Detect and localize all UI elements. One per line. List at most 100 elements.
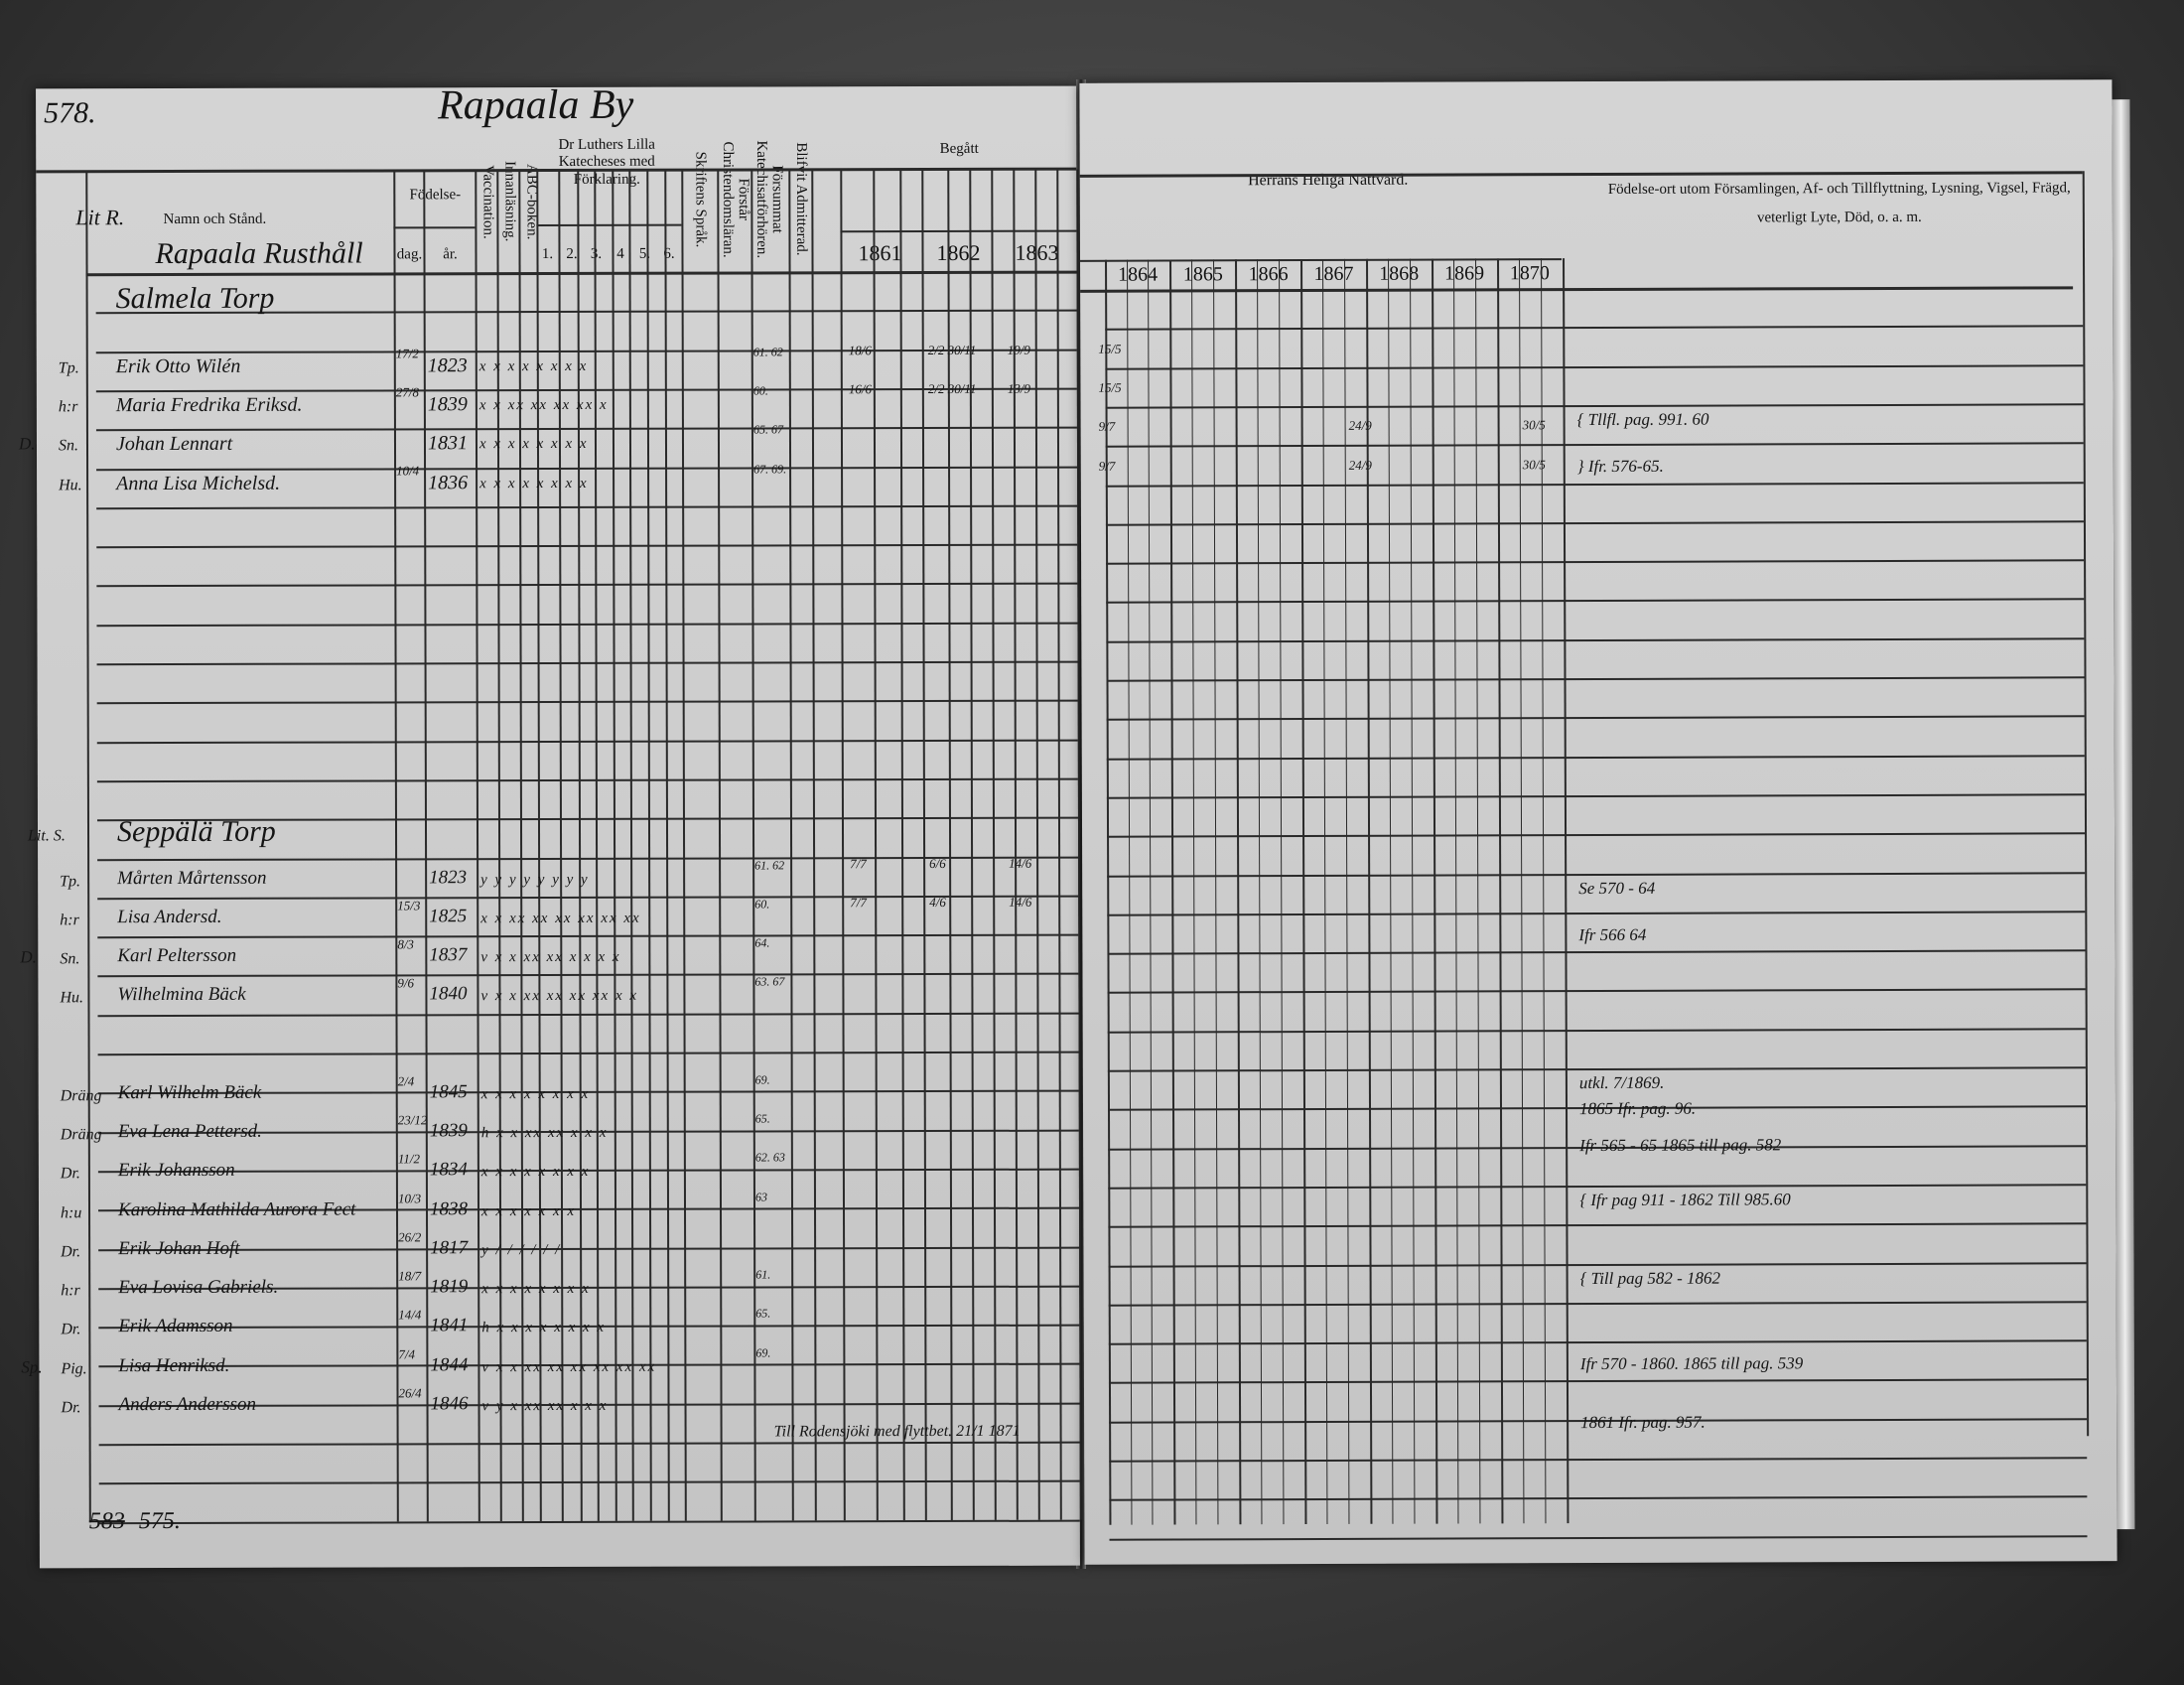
- entry-missed: 60.: [754, 897, 770, 912]
- entry-missed: 67. 69.: [753, 461, 787, 476]
- remark-text: { Till pag 582 - 1862: [1579, 1268, 1721, 1288]
- entry-role: Dr.: [61, 1399, 81, 1417]
- entry-birth-year: 1825: [429, 906, 468, 927]
- remark-text: utkl. 7/1869.: [1578, 1072, 1665, 1093]
- right-page: Herrans Heliga Nattvard. Födelse-ort uto…: [1079, 79, 2135, 1565]
- catechism-header: Dr Luthers Lilla Katecheses med Förklari…: [558, 136, 655, 188]
- right-entries: 15/5 15/5 9/7 24/9 30/5 9/7 24/9 30/5 { Tllfl. p…: [1079, 79, 2112, 1432]
- entry-name: Karl Peltersson: [117, 944, 237, 967]
- entry-birth-year: 1841: [430, 1315, 469, 1336]
- column-rule: [1191, 259, 1197, 1525]
- entry-begatt: 2/2 30/11: [927, 380, 977, 396]
- entry-catechism-marks: v x x xx xx x x x x: [480, 948, 621, 966]
- entry-begatt: 16/6: [848, 381, 872, 397]
- row-rule: [97, 1012, 1079, 1017]
- entry-birth-day: 23/12: [397, 1112, 428, 1128]
- row-rule: [1108, 1184, 2087, 1190]
- entry-role: Tp.: [58, 358, 79, 376]
- column-rule: [1034, 169, 1040, 1520]
- entry-name: Karl Wilhelm Bäck: [117, 1081, 262, 1103]
- row-rule: [1107, 949, 2086, 955]
- column-rule: [1519, 258, 1525, 1523]
- row-rule: [1106, 676, 2085, 682]
- catechism-part-5: 5.: [638, 245, 651, 262]
- page-number: 578.: [44, 96, 96, 130]
- entry-birth-year: 1834: [429, 1159, 468, 1181]
- remark-text: Ifr 570 - 1860. 1865 till pag. 539: [1579, 1353, 1804, 1374]
- entry-role: Dr.: [60, 1165, 80, 1183]
- column-rule: [840, 170, 846, 1520]
- entry-begatt: 14/6: [1009, 855, 1032, 871]
- entry-catechism-marks: x x x x x x x: [480, 1202, 577, 1219]
- column-rule: [1388, 258, 1394, 1524]
- row-rule: [1108, 1339, 2087, 1345]
- entry-name: Karolina Mathilda Aurora Fect: [117, 1198, 356, 1220]
- entry-prefix: D.: [20, 947, 37, 967]
- communion-year-1865: 1865: [1182, 263, 1223, 286]
- communion-year-1864: 1864: [1118, 263, 1159, 286]
- column-rule: [1497, 258, 1504, 1523]
- entry-birth-day: 17/2: [395, 345, 419, 361]
- entry-role: Dräng: [60, 1126, 102, 1144]
- entry-birth-year: 1839: [429, 1120, 468, 1142]
- entry-missed: 61. 62: [752, 344, 783, 359]
- entry-begatt: 19/9: [1007, 342, 1030, 357]
- bottom-page-ref: 575.: [138, 1507, 181, 1535]
- entry-catechism-marks: v y x xx xx x x x: [481, 1397, 609, 1415]
- entry-name: Lisa Henriksd.: [118, 1354, 230, 1376]
- entry-role: Tp.: [60, 872, 81, 890]
- entry-role: Dr.: [61, 1321, 81, 1338]
- entry-nattvard: 30/5: [1522, 417, 1546, 433]
- entry-name: Erik Otto Wilén: [115, 354, 241, 377]
- entry-begatt: 13/9: [1007, 380, 1030, 396]
- row-rule: [1107, 911, 2086, 916]
- communion-year-1866: 1866: [1248, 263, 1289, 286]
- remark-text: Ifr 565 - 65 1865 till pag. 582: [1579, 1135, 1782, 1155]
- row-rule: [96, 504, 1078, 510]
- column-rule: [1105, 259, 1112, 1525]
- column-rule: [1257, 259, 1263, 1524]
- entry-name: Lisa Andersd.: [117, 906, 222, 927]
- entry-name: Eva Lena Pettersd.: [117, 1120, 262, 1143]
- row-rule: [96, 583, 1078, 588]
- column-rule: [594, 170, 600, 1521]
- catechism-part-6: 6.: [663, 245, 675, 262]
- column-rule: [1300, 259, 1307, 1524]
- row-rule: [1105, 325, 2084, 332]
- row-rule: [1107, 871, 2086, 878]
- column-rule: [1410, 258, 1416, 1524]
- row-rule: [1106, 559, 2085, 565]
- column-rule: [1322, 258, 1328, 1524]
- column-rule: [646, 170, 652, 1521]
- remark-text: 1865 Ifr. pag. 96.: [1578, 1098, 1697, 1118]
- entry-missed: 64.: [754, 935, 770, 950]
- column-rule: [717, 170, 723, 1521]
- entry-catechism-marks: x x x x x x x x: [481, 1281, 591, 1298]
- entry-name: Eva Lovisa Gabriels.: [118, 1276, 279, 1299]
- years-top-rule: [1080, 258, 1563, 262]
- entry-name: Mårten Mårtensson: [117, 867, 267, 889]
- entry-begatt: 2/2 30/11: [927, 342, 977, 357]
- row-rule: [98, 1479, 1080, 1485]
- missed-catechism-header: Försummat Katechisatförhören.: [752, 140, 785, 259]
- communion-year-1868: 1868: [1379, 262, 1420, 285]
- entry-birth-year: 1840: [429, 983, 468, 1005]
- entry-birth-day: 18/7: [398, 1268, 422, 1284]
- row-rule: [1108, 1222, 2087, 1228]
- communion-year-1869: 1869: [1444, 262, 1485, 285]
- entry-birth-year: 1831: [427, 432, 469, 455]
- column-rule: [1541, 258, 1547, 1523]
- entry-nattvard: 9/7: [1098, 418, 1116, 434]
- column-rule: [1235, 259, 1242, 1524]
- communion-years: 1864 1865 1866 1867 1868 1869 1870: [1079, 79, 2112, 286]
- begatt-year-1861: 1861: [858, 240, 902, 266]
- entry-missed: 65.: [755, 1306, 771, 1321]
- row-rule: [1106, 754, 2085, 761]
- entry-birth-year: 1836: [428, 471, 469, 493]
- column-rule: [969, 169, 975, 1520]
- entry-nattvard: 30/5: [1522, 456, 1546, 472]
- header-bottom-rule: [1080, 286, 2074, 293]
- column-rule: [1213, 259, 1219, 1524]
- column-rule: [612, 170, 617, 1521]
- row-rule: [97, 973, 1079, 978]
